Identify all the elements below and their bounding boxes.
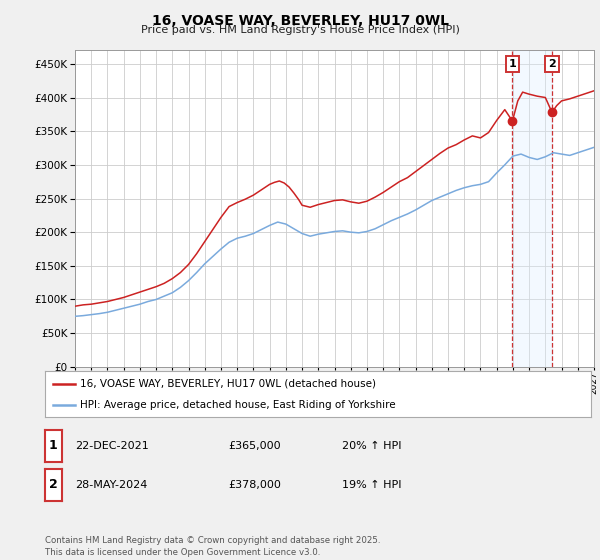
Text: HPI: Average price, detached house, East Riding of Yorkshire: HPI: Average price, detached house, East… [80,400,396,410]
Text: 16, VOASE WAY, BEVERLEY, HU17 0WL (detached house): 16, VOASE WAY, BEVERLEY, HU17 0WL (detac… [80,379,376,389]
Text: 2: 2 [49,478,58,492]
Text: 16, VOASE WAY, BEVERLEY, HU17 0WL: 16, VOASE WAY, BEVERLEY, HU17 0WL [151,14,449,28]
Text: 1: 1 [509,59,516,69]
Text: 22-DEC-2021: 22-DEC-2021 [75,441,149,451]
Text: 2: 2 [548,59,556,69]
Text: £365,000: £365,000 [228,441,281,451]
Text: Contains HM Land Registry data © Crown copyright and database right 2025.
This d: Contains HM Land Registry data © Crown c… [45,536,380,557]
Bar [512,50,552,367]
Text: 20% ↑ HPI: 20% ↑ HPI [342,441,401,451]
Text: £378,000: £378,000 [228,480,281,490]
Text: 28-MAY-2024: 28-MAY-2024 [75,480,148,490]
Text: 1: 1 [49,439,58,452]
Text: 19% ↑ HPI: 19% ↑ HPI [342,480,401,490]
Text: Price paid vs. HM Land Registry's House Price Index (HPI): Price paid vs. HM Land Registry's House … [140,25,460,35]
